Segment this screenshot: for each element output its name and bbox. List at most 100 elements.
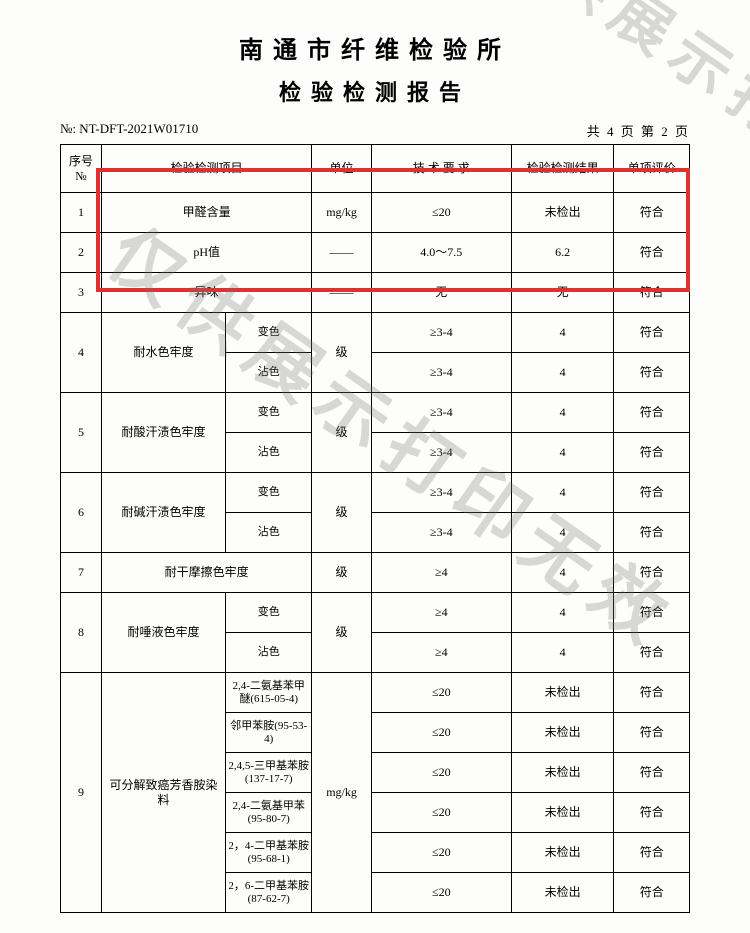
cell-no: 2 (61, 233, 102, 273)
table-row: 5耐酸汗渍色牢度变色级≥3-44符合 (61, 393, 690, 433)
cell-unit: 级 (312, 593, 371, 673)
cell-sub: 2,4-二氨基苯甲醚(615-05-4) (226, 673, 312, 713)
cell-item: 甲醛含量 (101, 193, 311, 233)
cell-sub: 沾色 (226, 433, 312, 473)
cell-req: ≤20 (371, 873, 511, 913)
col-result: 检验检测结果 (511, 145, 613, 193)
cell-sub: 变色 (226, 593, 312, 633)
cell-sub: 2，6-二甲基苯胺(87-62-7) (226, 873, 312, 913)
cell-eval: 符合 (614, 713, 690, 753)
cell-eval: 符合 (614, 553, 690, 593)
cell-req: ≤20 (371, 193, 511, 233)
table-row: 1甲醛含量mg/kg≤20未检出符合 (61, 193, 690, 233)
cell-sub: 变色 (226, 393, 312, 433)
cell-eval: 符合 (614, 633, 690, 673)
cell-no: 6 (61, 473, 102, 553)
report-page: 南通市纤维检验所 检验检测报告 №: NT-DFT-2021W01710 共 4… (0, 0, 750, 933)
cell-no: 9 (61, 673, 102, 913)
col-no: 序号№ (61, 145, 102, 193)
cell-result: 未检出 (511, 673, 613, 713)
col-eval: 单项评价 (614, 145, 690, 193)
cell-eval: 符合 (614, 353, 690, 393)
table-row: 3异味——无无符合 (61, 273, 690, 313)
report-title: 检验检测报告 (60, 75, 690, 107)
cell-sub: 邻甲苯胺(95-53-4) (226, 713, 312, 753)
cell-unit: —— (312, 233, 371, 273)
cell-req: ≥3-4 (371, 393, 511, 433)
cell-sub: 2,4-二氨基甲苯(95-80-7) (226, 793, 312, 833)
cell-sub: 沾色 (226, 353, 312, 393)
cell-no: 5 (61, 393, 102, 473)
cell-req: ≥4 (371, 633, 511, 673)
doc-no-label: №: (60, 121, 76, 136)
table-header-row: 序号№检验检测项目单位技 术 要 求检验检测结果单项评价 (61, 145, 690, 193)
cell-eval: 符合 (614, 193, 690, 233)
cell-req: ≤20 (371, 793, 511, 833)
cell-eval: 符合 (614, 433, 690, 473)
cell-eval: 符合 (614, 753, 690, 793)
cell-item: 耐干摩擦色牢度 (101, 553, 311, 593)
cell-sub: 变色 (226, 473, 312, 513)
meta-row: №: NT-DFT-2021W01710 共 4 页 第 2 页 (60, 121, 690, 140)
cell-result: 4 (511, 553, 613, 593)
cell-req: ≥3-4 (371, 313, 511, 353)
cell-unit: —— (312, 273, 371, 313)
page-info: 共 4 页 第 2 页 (587, 121, 690, 140)
cell-item: 耐唾液色牢度 (101, 593, 225, 673)
cell-result: 4 (511, 313, 613, 353)
cell-req: ≥4 (371, 593, 511, 633)
cell-eval: 符合 (614, 793, 690, 833)
org-title: 南通市纤维检验所 (60, 30, 690, 65)
cell-result: 未检出 (511, 753, 613, 793)
table-row: 6耐碱汗渍色牢度变色级≥3-44符合 (61, 473, 690, 513)
cell-req: ≥3-4 (371, 353, 511, 393)
cell-eval: 符合 (614, 833, 690, 873)
cell-req: ≤20 (371, 673, 511, 713)
cell-eval: 符合 (614, 473, 690, 513)
cell-unit: 级 (312, 473, 371, 553)
cell-result: 未检出 (511, 873, 613, 913)
cell-result: 无 (511, 273, 613, 313)
cell-eval: 符合 (614, 673, 690, 713)
cell-result: 4 (511, 633, 613, 673)
cell-result: 4 (511, 473, 613, 513)
cell-unit: 级 (312, 553, 371, 593)
cell-no: 3 (61, 273, 102, 313)
cell-req: ≥4 (371, 553, 511, 593)
col-unit: 单位 (312, 145, 371, 193)
table-row: 2pH值——4.0～7.56.2符合 (61, 233, 690, 273)
table-row: 4耐水色牢度变色级≥3-44符合 (61, 313, 690, 353)
cell-req: ≥3-4 (371, 513, 511, 553)
cell-req: 无 (371, 273, 511, 313)
cell-item: pH值 (101, 233, 311, 273)
cell-result: 6.2 (511, 233, 613, 273)
cell-result: 4 (511, 353, 613, 393)
col-item: 检验检测项目 (101, 145, 311, 193)
cell-no: 8 (61, 593, 102, 673)
cell-req: ≥3-4 (371, 433, 511, 473)
cell-no: 4 (61, 313, 102, 393)
cell-eval: 符合 (614, 513, 690, 553)
cell-req: ≥3-4 (371, 473, 511, 513)
cell-eval: 符合 (614, 313, 690, 353)
cell-eval: 符合 (614, 593, 690, 633)
cell-sub: 沾色 (226, 633, 312, 673)
cell-result: 未检出 (511, 833, 613, 873)
table-row: 8耐唾液色牢度变色级≥44符合 (61, 593, 690, 633)
col-req: 技 术 要 求 (371, 145, 511, 193)
cell-req: ≤20 (371, 753, 511, 793)
doc-no: №: NT-DFT-2021W01710 (60, 121, 198, 140)
cell-eval: 符合 (614, 273, 690, 313)
cell-result: 4 (511, 513, 613, 553)
cell-result: 4 (511, 593, 613, 633)
cell-sub: 变色 (226, 313, 312, 353)
cell-req: ≤20 (371, 713, 511, 753)
cell-eval: 符合 (614, 233, 690, 273)
cell-result: 未检出 (511, 793, 613, 833)
cell-unit: mg/kg (312, 193, 371, 233)
cell-unit: 级 (312, 313, 371, 393)
cell-result: 4 (511, 433, 613, 473)
cell-unit: mg/kg (312, 673, 371, 913)
cell-req: ≤20 (371, 833, 511, 873)
cell-item: 耐水色牢度 (101, 313, 225, 393)
